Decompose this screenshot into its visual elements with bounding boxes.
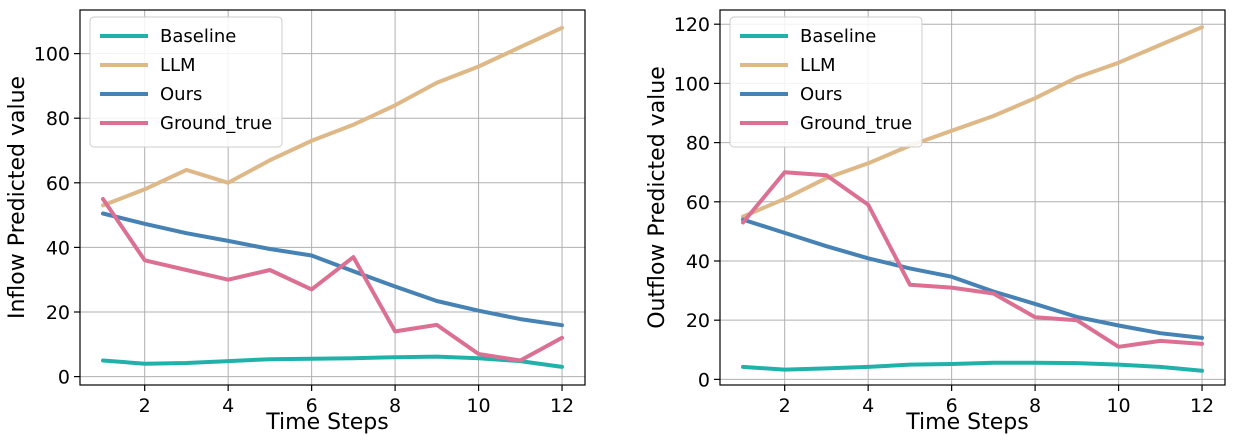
series-line-llm [741, 25, 1204, 219]
y-tick-label: 100 [34, 44, 70, 66]
x-tick-label: 8 [389, 395, 401, 417]
legend-label: LLM [160, 55, 196, 76]
y-tick-label: 60 [46, 173, 70, 195]
x-tick-label: 6 [946, 395, 958, 417]
legend: Baseline LLM Ours Ground_true [729, 16, 923, 148]
chart-panel-1: 2 4 6 8 10 12 0 20 40 60 80 100 Time Steps Inflow Pre… [5, 9, 586, 435]
y-tick-label: 40 [686, 251, 710, 273]
y-axis-label: Outflow Predicted value [645, 66, 670, 329]
series-line-ours [101, 211, 564, 328]
legend-label: Baseline [800, 26, 876, 47]
series-line-llm [101, 25, 564, 208]
x-axis-label: Time Steps [905, 410, 1028, 435]
legend-label: Ground_true [800, 113, 912, 134]
y-tick-label: 0 [58, 367, 70, 389]
y-tick-label: 0 [698, 369, 710, 391]
plot-frame [719, 9, 1226, 386]
legend-label: Ours [800, 84, 842, 105]
series-line-ours [741, 217, 1204, 340]
plot-frame [79, 9, 586, 386]
x-tick-label: 4 [222, 395, 234, 417]
legend-label: Baseline [160, 26, 236, 47]
legend: Baseline LLM Ours Ground_true [89, 16, 283, 148]
series-line-ground-true [101, 197, 564, 363]
x-tick-label: 10 [1106, 395, 1130, 417]
x-tick-label: 2 [779, 395, 791, 417]
x-tick-label: 10 [466, 395, 490, 417]
legend-label: Ours [160, 84, 202, 105]
y-tick-label: 20 [46, 302, 70, 324]
legend-label: Ground_true [160, 113, 272, 134]
y-tick-label: 120 [674, 14, 710, 36]
y-tick-label: 40 [46, 237, 70, 259]
legend-label: LLM [800, 55, 836, 76]
y-tick-label: 80 [686, 133, 710, 155]
series-line-baseline [101, 354, 564, 369]
x-tick-label: 4 [862, 395, 874, 417]
legend-box [89, 16, 283, 148]
y-axis-label: Inflow Predicted value [5, 76, 30, 319]
series-line-baseline [741, 360, 1204, 373]
y-tick-label: 100 [674, 73, 710, 95]
x-tick-label: 2 [139, 395, 151, 417]
x-tick-label: 8 [1029, 395, 1041, 417]
legend-box [729, 16, 923, 148]
x-axis-label: Time Steps [265, 410, 388, 435]
y-tick-label: 20 [686, 310, 710, 332]
y-tick-label: 60 [686, 192, 710, 214]
x-tick-label: 12 [1190, 395, 1214, 417]
grid-lines [720, 10, 1225, 385]
series-line-ground-true [741, 170, 1204, 349]
x-tick-label: 12 [550, 395, 574, 417]
x-tick-label: 6 [306, 395, 318, 417]
y-tick-label: 80 [46, 108, 70, 130]
